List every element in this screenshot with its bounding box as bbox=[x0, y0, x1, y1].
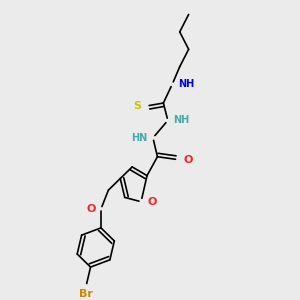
Text: O: O bbox=[184, 154, 193, 165]
Text: HN: HN bbox=[131, 133, 148, 143]
Text: Br: Br bbox=[79, 289, 93, 299]
Text: O: O bbox=[148, 197, 157, 207]
Text: NH: NH bbox=[178, 79, 194, 89]
Text: NH: NH bbox=[173, 116, 189, 125]
Text: S: S bbox=[134, 101, 142, 111]
Text: O: O bbox=[86, 204, 96, 214]
